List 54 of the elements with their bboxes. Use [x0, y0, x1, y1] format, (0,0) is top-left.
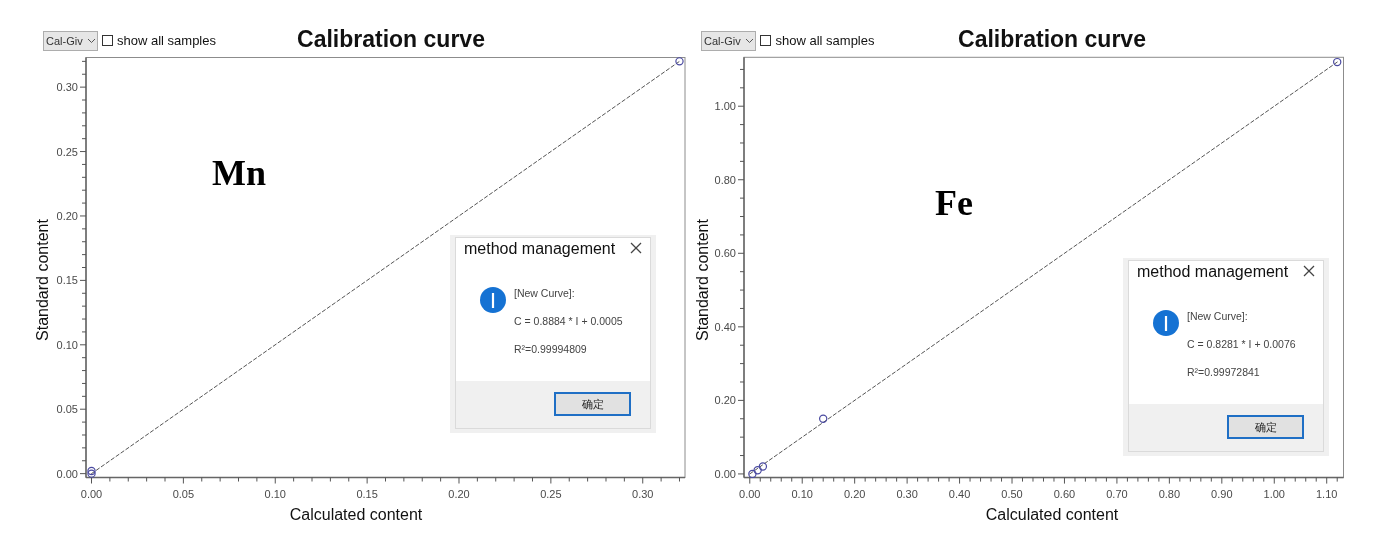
y-tick-label: 0.20 [714, 394, 736, 407]
chart-title: Calibration curve [297, 26, 485, 52]
x-tick-label: 0.00 [80, 488, 103, 500]
annotation: Fe [935, 183, 973, 223]
text: Cal-Giv [46, 35, 84, 47]
x-tick-label: 0.50 [1001, 488, 1023, 501]
x-tick-label: 0.25 [540, 488, 562, 500]
y-axis-title: Standard content [34, 218, 51, 341]
chart-title: Calibration curve [958, 26, 1146, 52]
x-tick-label: 0.70 [1106, 488, 1128, 501]
annotation: R²=0.99972841 [1187, 366, 1260, 378]
x-tick-label: 0.00 [739, 488, 761, 501]
x-tick-label: 0.30 [896, 488, 918, 501]
y-tick-label: 0.60 [714, 247, 736, 260]
x-tick-label: 0.40 [948, 488, 971, 501]
x-tick-label: 0.60 [1053, 488, 1076, 501]
annotation: R²=0.99994809 [514, 343, 587, 355]
x-tick-label: 0.20 [448, 488, 470, 500]
y-axis-title: Standard content [694, 218, 711, 341]
x-tick-label: 0.15 [356, 488, 378, 500]
y-tick-label: 0.00 [714, 467, 736, 480]
x-tick-label: 0.80 [1158, 488, 1181, 501]
y-tick-label: 0.00 [56, 467, 78, 480]
x-tick-label: 1.10 [1316, 488, 1338, 501]
annotation: [New Curve]: [1187, 310, 1248, 322]
y-tick-label: 0.20 [56, 209, 78, 222]
annotation: method management [464, 239, 616, 257]
x-tick-label: 0.20 [843, 488, 866, 501]
y-tick-label: 0.10 [56, 338, 78, 351]
y-tick-label: 0.30 [56, 81, 78, 94]
annotation: C = 0.8281 * I + 0.0076 [1187, 338, 1296, 350]
y-tick-label: 0.40 [714, 320, 736, 333]
y-tick-label: 1.00 [714, 100, 736, 113]
x-tick-label: 1.00 [1263, 488, 1285, 501]
annotation: Mn [212, 153, 266, 193]
annotation: method management [1137, 262, 1289, 280]
annotation: 确定 [580, 398, 604, 410]
x-tick-label: 0.90 [1211, 488, 1233, 501]
y-tick-label: 0.05 [56, 403, 78, 416]
x-tick-label: 0.30 [632, 488, 654, 500]
x-tick-label: 0.10 [791, 488, 813, 501]
x-tick-label: 0.05 [172, 488, 195, 500]
text: show all samples [775, 32, 875, 48]
x-axis-title: Calculated content [289, 506, 423, 523]
x-tick-label: 0.10 [264, 488, 286, 500]
annotation: C = 0.8884 * I + 0.0005 [514, 315, 623, 327]
text: Cal-Giv [704, 35, 742, 47]
text: show all samples [117, 32, 217, 48]
annotation: 确定 [1253, 421, 1277, 433]
y-tick-label: 0.25 [56, 145, 78, 158]
y-tick-label: 0.15 [56, 274, 78, 287]
y-tick-label: 0.80 [714, 173, 736, 186]
x-axis-title: Calculated content [985, 506, 1119, 523]
annotation: [New Curve]: [514, 287, 575, 299]
